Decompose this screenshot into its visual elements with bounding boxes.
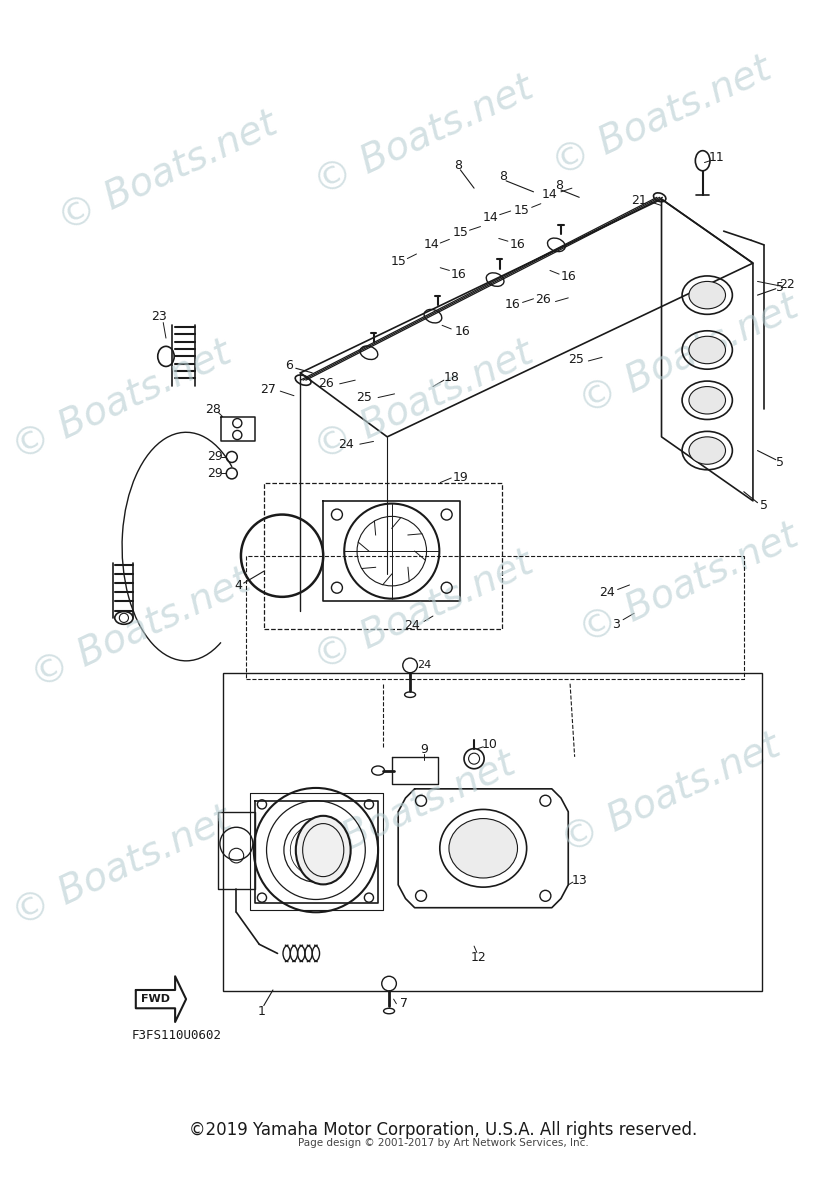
- Text: F3FS110U0602: F3FS110U0602: [131, 1030, 221, 1043]
- Text: 14: 14: [542, 188, 558, 202]
- Text: 15: 15: [453, 227, 468, 240]
- Bar: [264, 482, 501, 629]
- Text: 24: 24: [416, 660, 431, 671]
- Text: 15: 15: [514, 204, 529, 217]
- Text: 23: 23: [151, 310, 166, 323]
- Text: 16: 16: [504, 298, 520, 311]
- Text: 19: 19: [453, 472, 468, 485]
- Text: 16: 16: [451, 268, 467, 281]
- Text: 5: 5: [776, 281, 784, 294]
- Text: FWD: FWD: [142, 994, 170, 1004]
- Text: © Boats.net: © Boats.net: [7, 332, 238, 468]
- Text: © Boats.net: © Boats.net: [574, 287, 804, 422]
- Text: © Boats.net: © Boats.net: [7, 799, 238, 934]
- Text: 22: 22: [779, 277, 795, 290]
- Text: 8: 8: [555, 179, 563, 192]
- Ellipse shape: [295, 816, 351, 884]
- Text: 4: 4: [235, 580, 242, 593]
- Text: © Boats.net: © Boats.net: [290, 744, 521, 880]
- Text: © Boats.net: © Boats.net: [309, 544, 539, 678]
- Text: 16: 16: [454, 325, 470, 338]
- Text: 5: 5: [760, 499, 768, 512]
- Text: 6: 6: [286, 359, 293, 372]
- Text: 8: 8: [500, 169, 507, 182]
- Text: 13: 13: [571, 874, 587, 887]
- Text: © Boats.net: © Boats.net: [309, 68, 539, 203]
- Text: 28: 28: [206, 403, 221, 416]
- Text: 16: 16: [560, 270, 576, 283]
- Text: 14: 14: [423, 239, 439, 251]
- Text: 12: 12: [471, 952, 486, 965]
- Text: 10: 10: [481, 738, 498, 751]
- Bar: [245, 556, 744, 679]
- Bar: [223, 673, 762, 991]
- Text: © Boats.net: © Boats.net: [309, 332, 539, 468]
- Text: 29: 29: [207, 467, 223, 480]
- Text: 26: 26: [535, 293, 551, 306]
- Text: 7: 7: [400, 997, 407, 1010]
- Ellipse shape: [689, 386, 726, 414]
- Ellipse shape: [689, 336, 726, 364]
- Text: © Boats.net: © Boats.net: [556, 726, 786, 860]
- Text: © Boats.net: © Boats.net: [53, 104, 283, 239]
- Ellipse shape: [689, 437, 726, 464]
- Text: 29: 29: [207, 450, 223, 463]
- Text: 24: 24: [338, 438, 354, 451]
- Text: 11: 11: [709, 151, 724, 164]
- Text: 15: 15: [390, 254, 406, 268]
- Text: Page design © 2001-2017 by Art Network Services, Inc.: Page design © 2001-2017 by Art Network S…: [298, 1138, 588, 1147]
- Text: 1: 1: [258, 1004, 266, 1018]
- Text: 25: 25: [356, 391, 372, 404]
- Ellipse shape: [449, 818, 518, 878]
- Text: 24: 24: [599, 586, 615, 599]
- Text: 27: 27: [260, 383, 277, 396]
- Text: 3: 3: [611, 618, 620, 631]
- Text: © Boats.net: © Boats.net: [574, 516, 804, 650]
- Text: 14: 14: [482, 211, 499, 224]
- Ellipse shape: [689, 282, 726, 308]
- Text: 8: 8: [454, 158, 463, 172]
- Text: ©2019 Yamaha Motor Corporation, U.S.A. All rights reserved.: ©2019 Yamaha Motor Corporation, U.S.A. A…: [188, 1121, 697, 1139]
- Text: © Boats.net: © Boats.net: [25, 562, 256, 696]
- Text: 25: 25: [568, 353, 584, 366]
- Text: 18: 18: [444, 371, 459, 384]
- Text: 5: 5: [776, 456, 784, 469]
- Text: 26: 26: [319, 377, 334, 390]
- Text: © Boats.net: © Boats.net: [546, 49, 777, 184]
- Text: 16: 16: [509, 239, 525, 251]
- Text: 9: 9: [420, 743, 428, 756]
- Text: 24: 24: [404, 619, 420, 631]
- Text: 21: 21: [630, 194, 647, 208]
